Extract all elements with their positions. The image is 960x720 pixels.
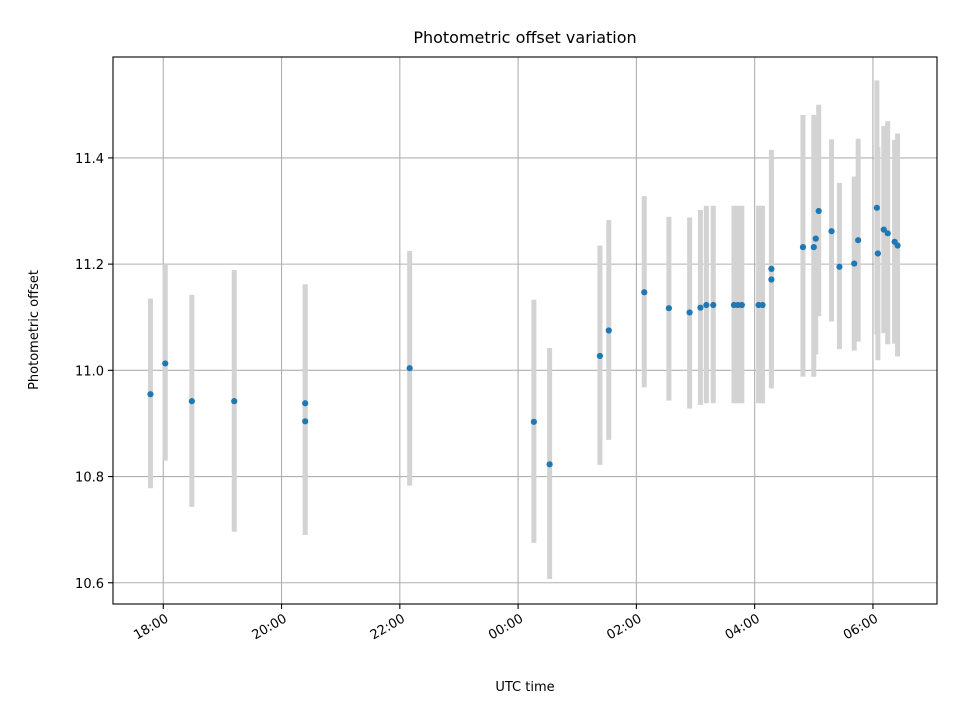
data-point <box>828 228 835 235</box>
data-point <box>665 305 673 312</box>
data-point <box>686 309 693 316</box>
data-point <box>703 301 710 309</box>
data-point <box>738 301 745 309</box>
data-point <box>605 327 612 334</box>
data-point <box>710 301 717 309</box>
data-point <box>768 265 775 272</box>
data-point <box>406 365 413 372</box>
y-tick-label: 11.0 <box>75 364 104 379</box>
plot-area <box>113 57 937 604</box>
data-point <box>147 391 154 398</box>
data-point <box>884 230 891 237</box>
y-tick-label: 11.2 <box>75 258 104 273</box>
data-point <box>302 400 309 407</box>
y-tick-label: 10.8 <box>75 471 104 486</box>
data-point <box>799 244 807 251</box>
data-point <box>302 418 309 425</box>
y-tick-label: 11.4 <box>75 152 104 167</box>
plot-frame <box>112 56 938 605</box>
data-point <box>873 204 880 211</box>
data-point <box>880 226 887 233</box>
data-point <box>596 352 604 360</box>
data-point <box>815 207 822 215</box>
y-axis-label: Photometric offset <box>27 270 42 390</box>
data-point <box>894 242 901 249</box>
data-point <box>812 235 819 242</box>
data-point <box>836 263 843 270</box>
data-point <box>546 461 553 468</box>
y-tick-label: 10.6 <box>75 577 104 592</box>
data-point <box>530 418 537 425</box>
chart-title: Photometric offset variation <box>413 28 636 47</box>
data-point <box>231 398 238 405</box>
x-axis-label: UTC time <box>495 680 554 695</box>
data-point <box>641 289 648 296</box>
data-point <box>188 398 195 405</box>
data-point <box>855 237 862 244</box>
data-point <box>162 360 169 367</box>
y-axis-ticks: 10.6 10.8 11.0 11.2 11.4 <box>75 152 113 592</box>
data-point <box>851 260 858 267</box>
data-points <box>147 204 901 468</box>
grid-lines <box>113 57 937 604</box>
data-point <box>697 304 704 311</box>
data-point <box>810 244 817 251</box>
data-point <box>768 276 775 283</box>
data-point <box>874 250 881 257</box>
data-point <box>759 301 766 309</box>
